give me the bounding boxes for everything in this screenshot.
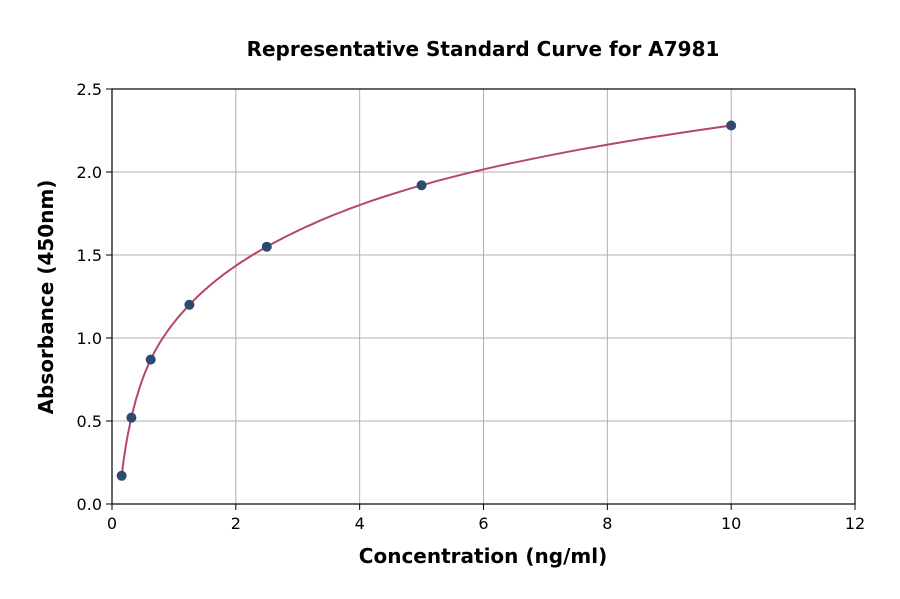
y-tick-label: 2.0: [77, 163, 102, 182]
y-tick-label: 1.5: [77, 246, 102, 265]
data-point: [126, 412, 137, 423]
chart-title: Representative Standard Curve for A7981: [247, 37, 720, 61]
plot-area-frame: [111, 88, 856, 505]
x-axis-label: Concentration (ng/ml): [359, 544, 607, 568]
x-tick-label: 12: [845, 514, 865, 533]
data-point: [726, 120, 737, 131]
fit-curve: [120, 124, 732, 476]
data-point: [261, 241, 272, 252]
x-tick-label: 4: [355, 514, 365, 533]
x-tick-label: 0: [107, 514, 117, 533]
data-point: [145, 354, 156, 365]
y-tick-label: 0.5: [77, 412, 102, 431]
y-tick-label: 1.0: [77, 329, 102, 348]
y-axis-label: Absorbance (450nm): [34, 180, 58, 415]
data-point: [416, 180, 427, 191]
x-tick-label: 8: [602, 514, 612, 533]
data-point: [184, 299, 195, 310]
x-tick-label: 10: [721, 514, 741, 533]
y-tick-label: 2.5: [77, 80, 102, 99]
x-tick-label: 6: [478, 514, 488, 533]
data-point: [116, 470, 127, 481]
y-tick-label: 0.0: [77, 495, 102, 514]
x-tick-label: 2: [231, 514, 241, 533]
